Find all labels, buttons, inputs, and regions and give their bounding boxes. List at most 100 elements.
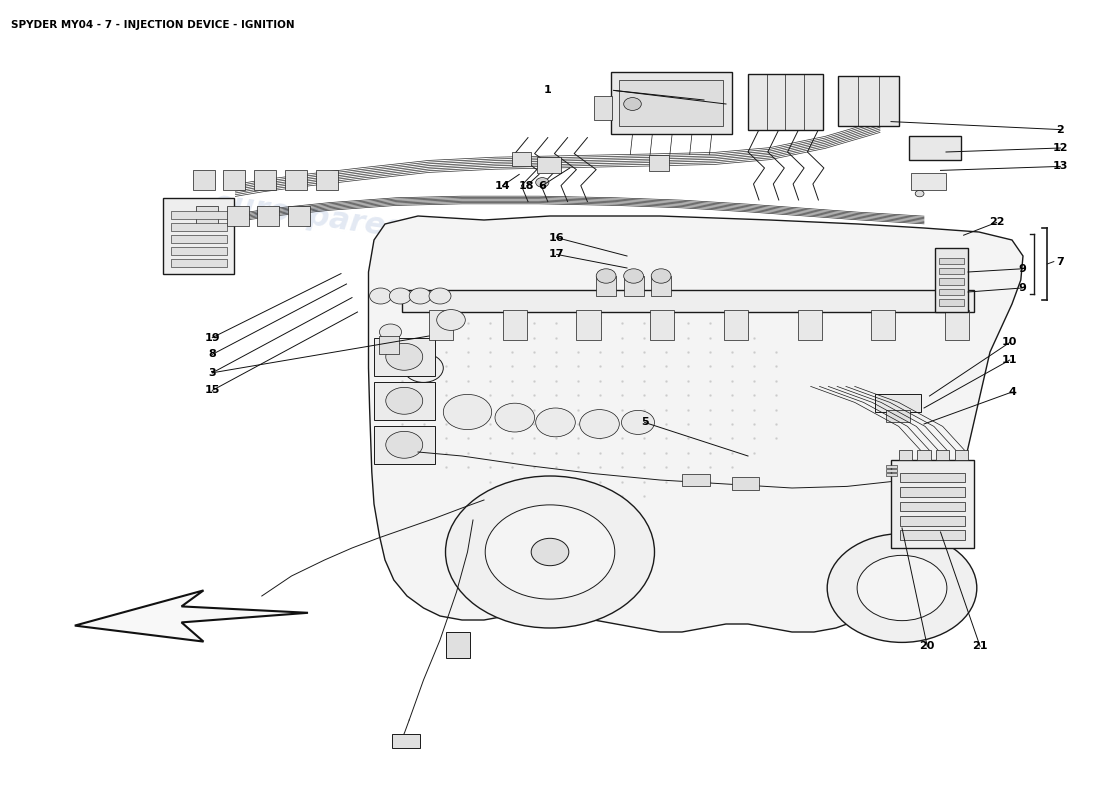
Text: 19: 19 xyxy=(205,333,220,342)
Circle shape xyxy=(580,410,619,438)
Bar xyxy=(724,310,748,340)
Bar xyxy=(223,170,245,190)
Bar xyxy=(227,206,249,226)
Text: eurospares: eurospares xyxy=(617,356,813,412)
Bar xyxy=(899,450,912,460)
Bar xyxy=(798,310,822,340)
Bar xyxy=(732,477,759,490)
Bar xyxy=(900,473,965,482)
Bar xyxy=(891,460,974,548)
Circle shape xyxy=(596,269,616,283)
Bar xyxy=(939,278,964,285)
Circle shape xyxy=(446,476,654,628)
Bar xyxy=(955,450,968,460)
Bar xyxy=(170,235,227,243)
Text: 1: 1 xyxy=(543,86,552,95)
Text: 9: 9 xyxy=(1018,283,1026,293)
Text: 13: 13 xyxy=(1053,162,1068,171)
Text: 15: 15 xyxy=(205,386,220,395)
Bar xyxy=(170,259,227,267)
Bar xyxy=(900,502,965,511)
Bar xyxy=(935,248,968,312)
Bar xyxy=(288,206,310,226)
Bar xyxy=(917,450,931,460)
Circle shape xyxy=(404,354,443,382)
Bar xyxy=(196,206,218,226)
Text: 22: 22 xyxy=(989,218,1004,227)
Circle shape xyxy=(409,288,431,304)
Text: 21: 21 xyxy=(972,642,988,651)
Circle shape xyxy=(386,343,422,370)
Circle shape xyxy=(536,408,575,437)
Bar xyxy=(871,310,895,340)
Bar xyxy=(886,473,896,476)
Circle shape xyxy=(624,269,644,283)
Bar xyxy=(596,276,616,296)
Bar xyxy=(576,310,601,340)
Bar xyxy=(402,290,974,312)
Bar xyxy=(945,310,969,340)
Text: 17: 17 xyxy=(549,250,564,259)
Bar xyxy=(619,80,723,126)
Polygon shape xyxy=(368,216,1023,632)
Bar xyxy=(429,310,453,340)
Bar xyxy=(748,74,823,130)
Text: 16: 16 xyxy=(549,233,564,242)
Bar xyxy=(939,258,964,264)
Circle shape xyxy=(915,190,924,197)
Text: 11: 11 xyxy=(1002,355,1018,365)
Circle shape xyxy=(531,538,569,566)
Bar xyxy=(170,247,227,255)
Text: 9: 9 xyxy=(1018,264,1026,274)
Circle shape xyxy=(621,410,654,434)
Bar xyxy=(900,487,965,497)
Bar xyxy=(649,155,669,171)
Bar xyxy=(374,426,434,464)
Bar xyxy=(911,173,946,190)
Text: 3: 3 xyxy=(209,368,216,378)
Text: 20: 20 xyxy=(920,642,935,651)
Bar xyxy=(886,469,896,472)
Bar xyxy=(650,310,674,340)
Circle shape xyxy=(386,431,422,458)
Text: 4: 4 xyxy=(1008,387,1016,397)
Bar xyxy=(512,152,531,166)
Circle shape xyxy=(651,269,671,283)
Bar xyxy=(374,382,434,420)
Bar xyxy=(624,276,644,296)
Bar xyxy=(886,465,896,468)
Bar xyxy=(163,198,234,274)
Circle shape xyxy=(495,403,535,432)
Bar xyxy=(170,223,227,231)
Text: 7: 7 xyxy=(1056,257,1065,266)
Bar xyxy=(939,268,964,274)
Bar xyxy=(900,516,965,526)
Bar xyxy=(651,276,671,296)
Circle shape xyxy=(485,505,615,599)
Polygon shape xyxy=(75,590,308,642)
Bar xyxy=(939,289,964,295)
Circle shape xyxy=(857,555,947,621)
Circle shape xyxy=(827,534,977,642)
Bar xyxy=(503,310,527,340)
Bar xyxy=(446,632,470,658)
Text: 18: 18 xyxy=(519,181,535,190)
Circle shape xyxy=(536,178,549,187)
Circle shape xyxy=(429,288,451,304)
Text: 8: 8 xyxy=(208,350,217,359)
Bar xyxy=(537,157,561,173)
Bar xyxy=(874,394,921,412)
Circle shape xyxy=(370,288,392,304)
Bar xyxy=(374,338,434,376)
Circle shape xyxy=(379,324,401,340)
Bar xyxy=(886,410,910,422)
Text: 10: 10 xyxy=(1002,338,1018,347)
Bar xyxy=(379,336,399,354)
Bar xyxy=(936,450,949,460)
Bar xyxy=(594,96,612,120)
Bar xyxy=(257,206,279,226)
Circle shape xyxy=(443,394,492,430)
Circle shape xyxy=(386,387,422,414)
Bar xyxy=(316,170,338,190)
Bar xyxy=(392,734,420,748)
